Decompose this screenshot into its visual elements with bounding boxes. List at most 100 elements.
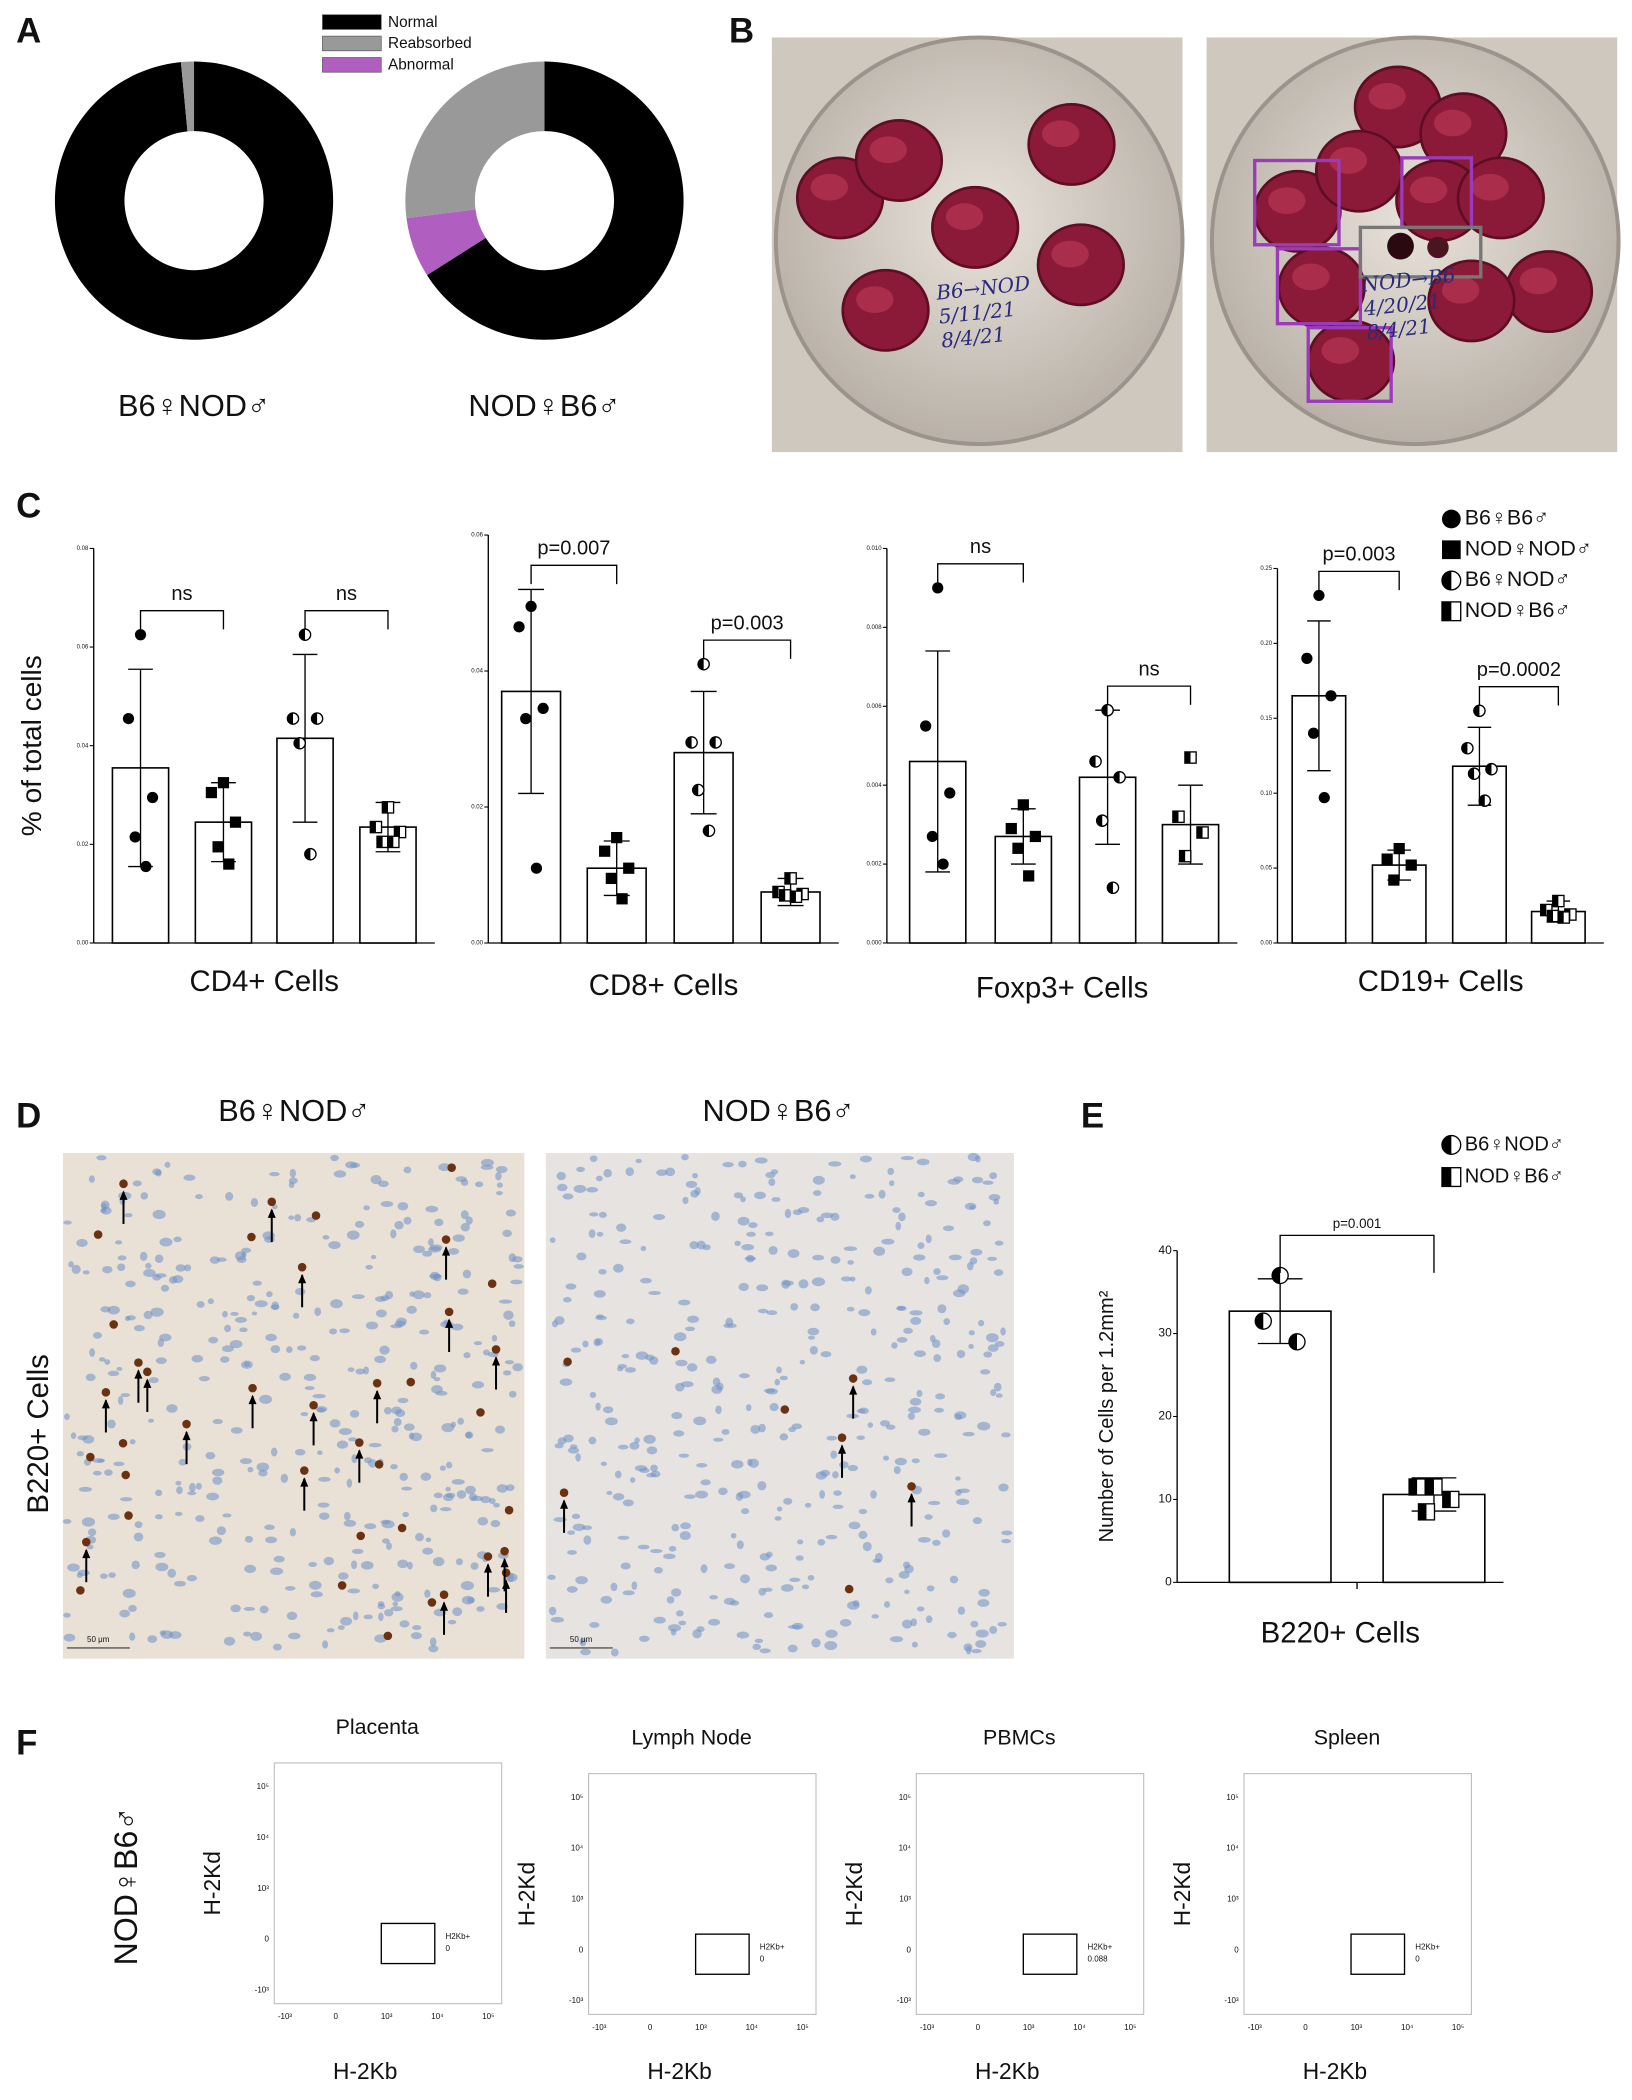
- nucleus: [513, 1264, 524, 1269]
- nucleus: [390, 1324, 403, 1329]
- x-axis-label: CD19+ Cells: [1358, 965, 1524, 998]
- nucleus: [606, 1490, 613, 1496]
- nucleus: [504, 1360, 515, 1365]
- nucleus: [968, 1330, 975, 1336]
- stained-cell: [501, 1568, 511, 1578]
- marker: [129, 831, 141, 843]
- nucleus: [862, 1379, 873, 1386]
- nucleus: [956, 1349, 966, 1359]
- nucleus: [924, 1200, 938, 1207]
- nucleus: [807, 1327, 820, 1336]
- placenta-highlight: [1441, 276, 1480, 304]
- nucleus: [668, 1545, 677, 1552]
- arrow-head: [500, 1557, 509, 1568]
- nucleus: [178, 1458, 187, 1466]
- nucleus: [208, 1536, 222, 1545]
- data-point: [513, 621, 525, 633]
- nucleus: [635, 1158, 642, 1164]
- nucleus: [124, 1315, 131, 1322]
- nucleus: [318, 1512, 330, 1520]
- nucleus: [949, 1575, 959, 1584]
- stained-cell: [500, 1546, 509, 1556]
- nucleus: [972, 1517, 983, 1525]
- nucleus: [849, 1276, 856, 1282]
- marker-half: [710, 736, 716, 749]
- stained-cell: [439, 1590, 449, 1599]
- nucleus: [317, 1502, 330, 1508]
- nucleus: [247, 1466, 254, 1473]
- arrow-head: [849, 1385, 858, 1395]
- x-axis-label: CD4+ Cells: [189, 965, 339, 998]
- data-point: [1301, 652, 1313, 664]
- y-tick-label: 0.04: [471, 669, 483, 675]
- nucleus: [323, 1556, 335, 1566]
- nucleus: [100, 1306, 111, 1313]
- nucleus: [175, 1480, 182, 1486]
- data-point: [1485, 762, 1498, 776]
- data-point: [525, 600, 537, 613]
- y-tick-label: 10⁴: [571, 1844, 584, 1853]
- significance-label: ns: [171, 583, 192, 605]
- marker: [1313, 589, 1325, 602]
- data-point: [1023, 870, 1035, 882]
- data-point: [1388, 874, 1400, 886]
- nucleus: [442, 1493, 454, 1502]
- y-tick-label: 0.02: [471, 805, 483, 811]
- nucleus: [666, 1596, 675, 1604]
- nucleus: [133, 1324, 145, 1332]
- nucleus: [403, 1166, 412, 1174]
- flow-title: PBMCs: [983, 1726, 1056, 1750]
- nucleus: [329, 1328, 338, 1335]
- nucleus: [502, 1370, 512, 1376]
- nucleus: [969, 1257, 978, 1265]
- marker-half: [1552, 895, 1559, 907]
- nucleus: [873, 1246, 886, 1256]
- nucleus: [978, 1588, 990, 1597]
- nucleus: [347, 1588, 361, 1594]
- nucleus: [916, 1389, 923, 1398]
- legend-label: Abnormal: [388, 57, 454, 74]
- nucleus: [330, 1299, 343, 1309]
- data-point: [217, 777, 230, 789]
- nucleus: [933, 1268, 941, 1275]
- marker: [513, 621, 525, 633]
- nucleus: [993, 1269, 1004, 1276]
- nucleus: [196, 1301, 205, 1308]
- nucleus: [811, 1638, 821, 1648]
- x-tick-label: -10³: [278, 2012, 293, 2021]
- nucleus: [567, 1550, 577, 1555]
- nucleus: [612, 1263, 624, 1273]
- marker: [134, 629, 147, 641]
- nucleus: [496, 1182, 503, 1188]
- y-tick-label: 0: [264, 1935, 269, 1944]
- nucleus: [909, 1397, 922, 1406]
- data-point: [599, 845, 611, 857]
- nucleus: [692, 1629, 702, 1639]
- significance-label: ns: [336, 583, 357, 605]
- nucleus: [649, 1356, 659, 1365]
- nucleus: [234, 1316, 247, 1323]
- marker-half: [370, 821, 376, 833]
- nucleus: [225, 1192, 234, 1201]
- stained-cell: [444, 1307, 454, 1317]
- nucleus: [78, 1486, 93, 1492]
- nucleus: [337, 1625, 345, 1630]
- nucleus: [433, 1364, 447, 1373]
- nucleus: [493, 1502, 500, 1508]
- nucleus: [92, 1470, 102, 1476]
- nucleus: [114, 1240, 123, 1245]
- nucleus: [348, 1437, 358, 1442]
- nucleus: [433, 1377, 441, 1382]
- data-point: [611, 831, 623, 844]
- nucleus: [733, 1192, 743, 1199]
- panel-label: D: [16, 1097, 41, 1135]
- stained-cell: [81, 1537, 91, 1547]
- flow-plot: [1243, 1773, 1472, 2015]
- data-point: [709, 736, 722, 749]
- nucleus: [694, 1187, 701, 1196]
- nucleus: [576, 1166, 585, 1173]
- nucleus: [639, 1635, 650, 1642]
- nucleus: [390, 1606, 403, 1612]
- nucleus: [557, 1437, 567, 1445]
- nucleus: [573, 1184, 587, 1193]
